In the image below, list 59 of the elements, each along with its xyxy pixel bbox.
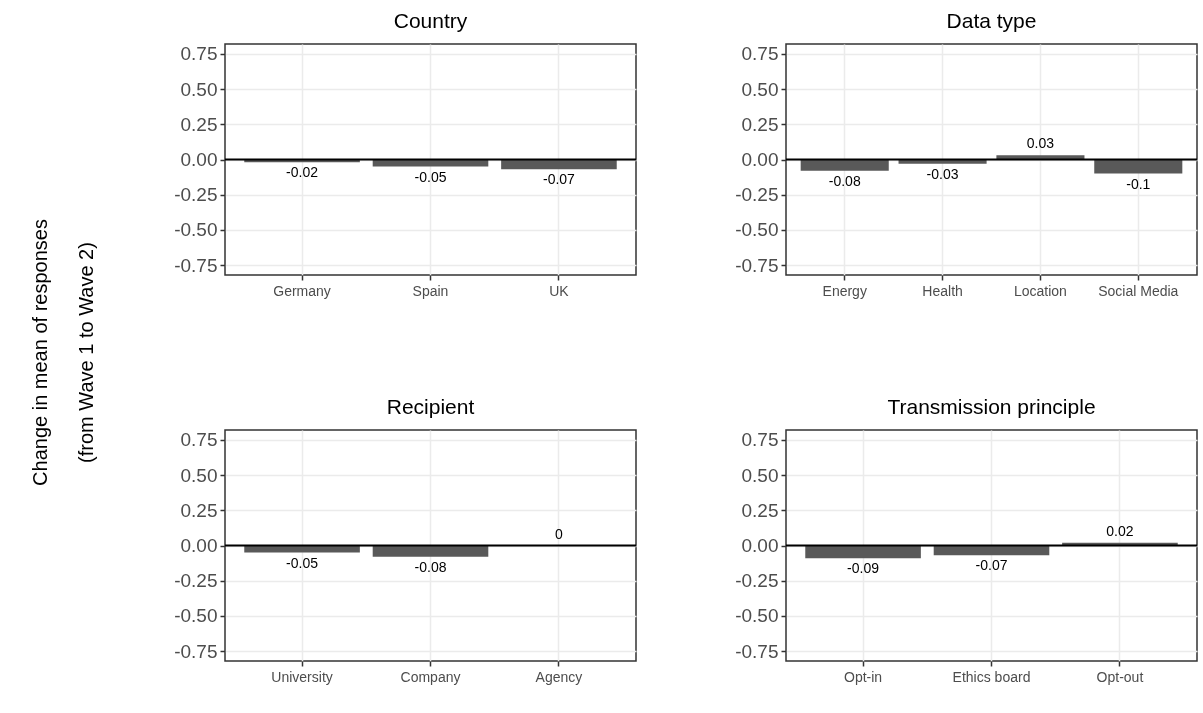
chart-title: Transmission principle [887, 395, 1096, 418]
y-tick-label: 0.50 [180, 464, 218, 486]
data-label: -0.03 [926, 165, 959, 182]
x-tick-label: Location [1013, 282, 1067, 299]
x-tick-label: University [271, 668, 333, 685]
y-tick-label: -0.50 [174, 219, 218, 241]
y-tick-label: -0.75 [174, 254, 218, 276]
y-tick-label: 0.75 [180, 429, 218, 451]
chart-title: Recipient [386, 395, 475, 418]
x-tick-label: Agency [535, 668, 583, 685]
data-label: -0.1 [1126, 175, 1151, 192]
y-tick-label: -0.25 [735, 570, 779, 592]
y-tick-label: 0.75 [741, 429, 779, 451]
data-label: -0.05 [414, 168, 447, 185]
x-tick-label: Social Media [1098, 282, 1179, 299]
y-tick-label: 0.50 [180, 78, 218, 100]
y-tick-label: 0.00 [180, 535, 218, 556]
y-tick-label: 0.00 [741, 149, 779, 170]
data-label: -0.07 [542, 171, 576, 188]
data-label: -0.02 [286, 164, 319, 181]
y-tick-label: 0.25 [741, 499, 779, 521]
x-tick-label: Health [922, 282, 963, 299]
data-label: -0.05 [286, 554, 319, 571]
x-tick-label: Company [400, 668, 461, 685]
x-tick-label: Opt-in [844, 668, 883, 685]
data-label: 0.03 [1026, 135, 1055, 152]
chart-title: Country [393, 9, 468, 32]
x-tick-label: UK [549, 282, 570, 299]
y-tick-label: -0.75 [735, 640, 779, 662]
data-label: 0.02 [1106, 522, 1134, 539]
y-tick-label: 0.75 [741, 43, 779, 65]
data-label: -0.09 [847, 560, 880, 577]
y-tick-label: -0.75 [174, 640, 218, 662]
chart-title: Data type [946, 9, 1037, 32]
y-tick-label: -0.25 [174, 184, 218, 206]
y-tick-label: -0.50 [735, 219, 779, 241]
y-tick-label: -0.25 [735, 184, 779, 206]
y-tick-label: 0.25 [180, 113, 218, 135]
y-tick-label: 0.00 [180, 149, 218, 170]
x-tick-label: Opt-out [1096, 668, 1144, 685]
data-label: -0.08 [414, 558, 447, 575]
x-tick-label: Spain [412, 282, 449, 299]
data-label: -0.08 [828, 172, 861, 189]
y-tick-label: -0.75 [735, 254, 779, 276]
y-tick-label: -0.50 [174, 605, 218, 627]
data-label: -0.07 [975, 557, 1008, 574]
y-tick-label: -0.25 [174, 570, 218, 592]
y-tick-label: -0.50 [735, 605, 779, 627]
y-tick-label: 0.00 [741, 535, 779, 556]
data-label: 0 [555, 525, 564, 542]
x-tick-label: Energy [822, 282, 867, 299]
text: Change in mean of responses (from Wave 1 to Wave 2) [28, 219, 97, 486]
x-tick-label: Germany [273, 282, 331, 299]
x-tick-label: Ethics board [952, 668, 1031, 685]
y-tick-label: 0.25 [741, 113, 779, 135]
y-tick-label: 0.25 [180, 499, 218, 521]
y-tick-label: 0.50 [741, 78, 779, 100]
y-tick-label: 0.75 [180, 43, 218, 65]
y-tick-label: 0.50 [741, 464, 779, 486]
